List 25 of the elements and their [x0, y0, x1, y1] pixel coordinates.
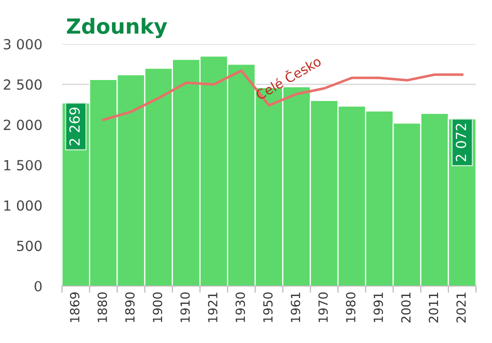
y-tick-label: 1 500 [4, 160, 42, 170]
x-tick-label: 1910 [180, 292, 190, 322]
x-tick-label: 1950 [263, 292, 273, 322]
y-tick-label: 500 [17, 240, 42, 252]
y-tick-label: 0 [34, 280, 42, 292]
x-tick-label: 1890 [125, 292, 135, 322]
y-tick-label: 3 000 [4, 38, 42, 50]
x-tick-label: 1900 [152, 292, 162, 322]
x-tick-label: 1980 [346, 292, 356, 322]
x-tick-label: 2001 [401, 292, 411, 322]
x-tick-label: 1921 [208, 292, 218, 322]
data-label: 2 269 [69, 108, 80, 146]
x-tick-label: 1970 [318, 292, 328, 322]
y-tick-label: 1 000 [4, 200, 42, 211]
x-tick-label: 1961 [290, 292, 300, 322]
x-tick-label: 1869 [70, 292, 80, 322]
x-tick-label: 1880 [98, 292, 108, 322]
x-tick-label: 2011 [428, 292, 438, 322]
chart-title: Zdounky [66, 18, 168, 38]
y-tick-label: 2 500 [4, 79, 42, 90]
x-tick-label: 1930 [236, 292, 246, 322]
y-tick-label: 2 000 [4, 120, 42, 130]
x-tick-label: 1991 [374, 292, 384, 322]
x-tick-label: 2021 [456, 292, 466, 322]
data-label: 2 072 [456, 124, 466, 162]
